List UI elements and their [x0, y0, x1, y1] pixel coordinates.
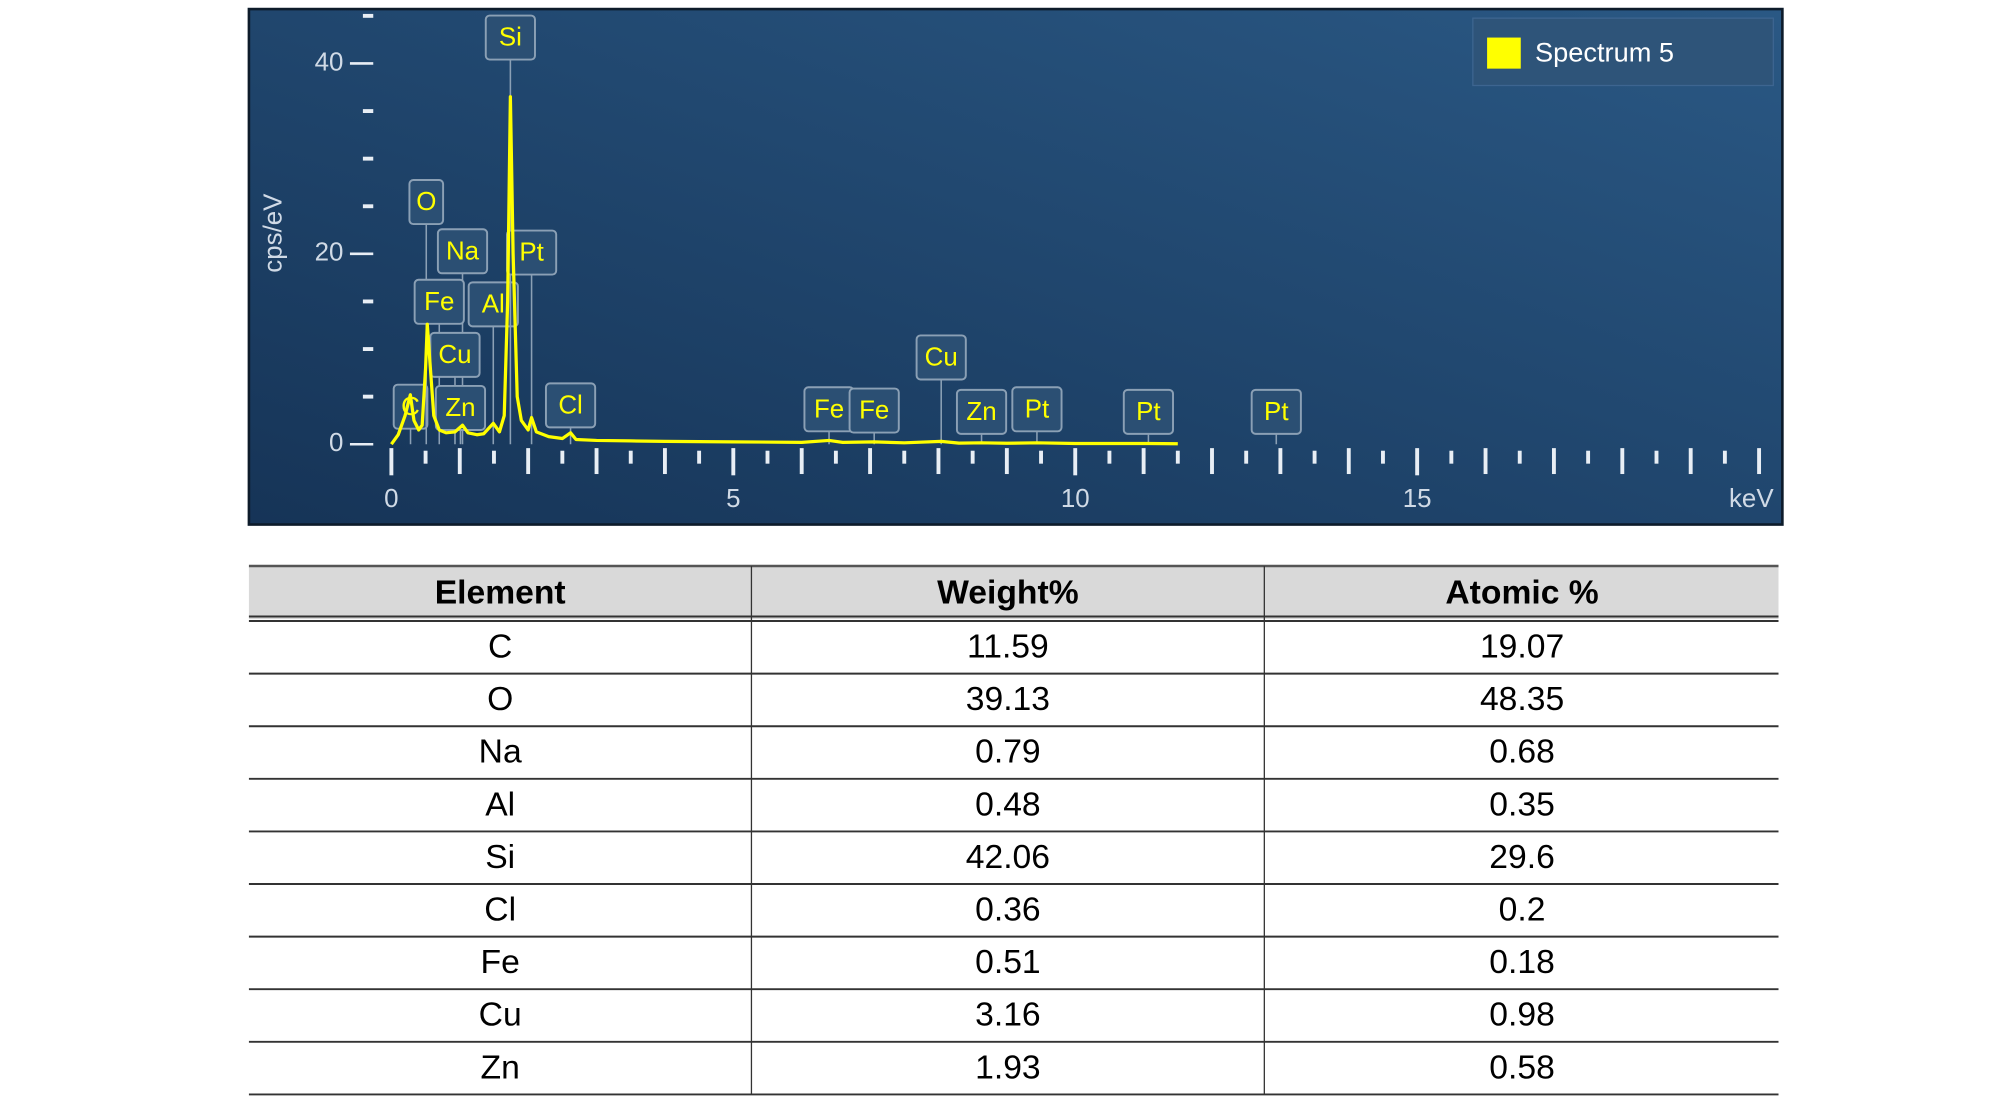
x-axis-label: keV — [1729, 485, 1774, 513]
table-header-cell: Weight% — [937, 574, 1079, 611]
y-tick-label: 0 — [329, 429, 343, 457]
peak-label: Si — [499, 24, 522, 52]
peak-label-box — [408, 179, 445, 226]
peak-label-box — [848, 387, 900, 434]
peak-label-box — [434, 384, 487, 431]
legend-box — [1472, 17, 1774, 87]
y-tick-label: 20 — [315, 239, 344, 267]
table-header-band — [248, 565, 1779, 620]
table-cell: 42.06 — [966, 839, 1050, 876]
table-cell: Zn — [481, 1049, 520, 1086]
x-tick-label: 0 — [384, 485, 398, 513]
peak-label: Zn — [966, 398, 996, 426]
table-cell: Si — [485, 839, 515, 876]
peak-label: Fe — [859, 397, 889, 425]
peak-label: Cu — [438, 341, 471, 369]
peak-label: Cu — [925, 344, 958, 372]
legend-label: Spectrum 5 — [1535, 37, 1674, 68]
peak-label-box — [915, 334, 967, 381]
table-cell: Cu — [479, 997, 522, 1034]
table-header-cell: Atomic % — [1445, 574, 1598, 611]
table-cell: 1.93 — [975, 1049, 1041, 1086]
peak-label: Pt — [1136, 398, 1160, 426]
peak-label-box — [1011, 386, 1063, 433]
table-cell: Fe — [481, 944, 520, 981]
peak-label: Fe — [814, 395, 844, 423]
peak-label: Cl — [558, 392, 582, 420]
peak-label: Pt — [1025, 395, 1049, 423]
y-axis-label: cps/eV — [260, 193, 288, 273]
y-tick-label: 40 — [315, 48, 344, 76]
table-cell: 19.07 — [1480, 629, 1564, 666]
table-cell: 0.36 — [975, 892, 1041, 929]
table-cell: Cl — [484, 892, 516, 929]
peak-label: Zn — [445, 394, 475, 422]
table-cell: Al — [485, 786, 515, 823]
table-cell: 0.2 — [1499, 892, 1546, 929]
table-cell: 39.13 — [966, 681, 1050, 718]
peak-label-box — [467, 281, 519, 328]
peak-label: Pt — [519, 239, 543, 267]
table-cell: O — [487, 681, 513, 718]
table: Element Weight% Atomic % C 11.59 19.07 O 39.13 4… — [248, 564, 1779, 1096]
x-tick-label: 10 — [1061, 485, 1090, 513]
peak-label-box — [1122, 388, 1174, 435]
chart-panel — [247, 7, 1784, 526]
table-cell: 0.68 — [1489, 734, 1555, 771]
peak-label-box — [1250, 388, 1302, 435]
table-cell: 0.98 — [1489, 997, 1555, 1034]
peak-label: Al — [482, 291, 505, 319]
table-cell: 0.48 — [975, 786, 1041, 823]
peak-label-box — [484, 14, 536, 61]
legend: Spectrum 5 — [1472, 17, 1774, 87]
peak-label-box — [955, 388, 1008, 435]
peak-label: O — [416, 188, 436, 216]
table-cell: 0.35 — [1489, 786, 1555, 823]
table-header-cell: Element — [435, 574, 566, 611]
spectrum-line — [390, 95, 1178, 446]
peak-label: Na — [446, 237, 480, 265]
legend-swatch — [1487, 37, 1521, 69]
x-tick-label: 5 — [726, 485, 740, 513]
peak-label-box — [544, 382, 597, 429]
table-cell: 0.79 — [975, 734, 1041, 771]
table-cell: 29.6 — [1489, 839, 1555, 876]
table-cell: Na — [479, 734, 522, 771]
x-tick-label: 15 — [1403, 485, 1432, 513]
table-cell: C — [488, 629, 512, 666]
table-cell: 3.16 — [975, 997, 1041, 1034]
table-cell: 0.18 — [1489, 944, 1555, 981]
peak-label-box — [436, 228, 489, 275]
table-cell: 0.51 — [975, 944, 1041, 981]
table-cell: 0.58 — [1489, 1049, 1555, 1086]
peak-label-box — [413, 278, 465, 325]
peak-label: Fe — [424, 288, 454, 316]
table-cell: 11.59 — [967, 629, 1049, 666]
table-cell: 48.35 — [1480, 681, 1564, 718]
peak-label: Pt — [1264, 398, 1288, 426]
